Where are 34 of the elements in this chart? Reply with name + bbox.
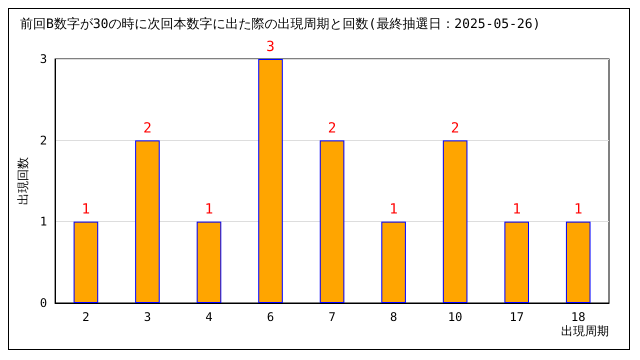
bar (135, 140, 160, 303)
data-label: 1 (512, 202, 521, 218)
data-label: 1 (574, 202, 582, 218)
x-tick-label: 10 (448, 310, 462, 324)
x-tick-label: 3 (144, 310, 152, 324)
bar (442, 140, 468, 303)
y-tick-label: 3 (40, 52, 48, 66)
bar (566, 222, 591, 303)
data-label: 2 (450, 120, 460, 136)
data-label: 1 (389, 202, 398, 218)
x-tick-label: 6 (266, 310, 274, 324)
x-tick-label: 18 (571, 310, 586, 324)
data-label: 1 (82, 202, 90, 218)
bar (504, 222, 529, 303)
data-label: 2 (143, 120, 152, 136)
y-tick-label: 2 (40, 133, 48, 148)
bar (74, 222, 98, 303)
x-tick-label: 7 (328, 310, 336, 324)
bar (196, 222, 222, 303)
y-tick-label: 1 (40, 214, 48, 229)
chart-title: 前回B数字が30の時に次回本数字に出た際の出現周期と回数(最終抽選日：2025-05-26) (20, 16, 540, 32)
bar (320, 140, 344, 303)
x-tick-label: 8 (390, 310, 398, 324)
bar (381, 222, 406, 303)
data-label: 2 (328, 120, 336, 136)
bar (258, 59, 283, 303)
data-label: 1 (204, 202, 214, 218)
y-axis-title: 出現回数 (16, 157, 30, 205)
x-tick-label: 4 (205, 310, 213, 324)
x-tick-label: 2 (82, 310, 90, 324)
data-label: 3 (266, 39, 275, 55)
y-tick-label: 0 (40, 296, 48, 310)
x-axis-title: 出現周期 (561, 324, 609, 338)
x-tick-label: 17 (509, 310, 524, 324)
